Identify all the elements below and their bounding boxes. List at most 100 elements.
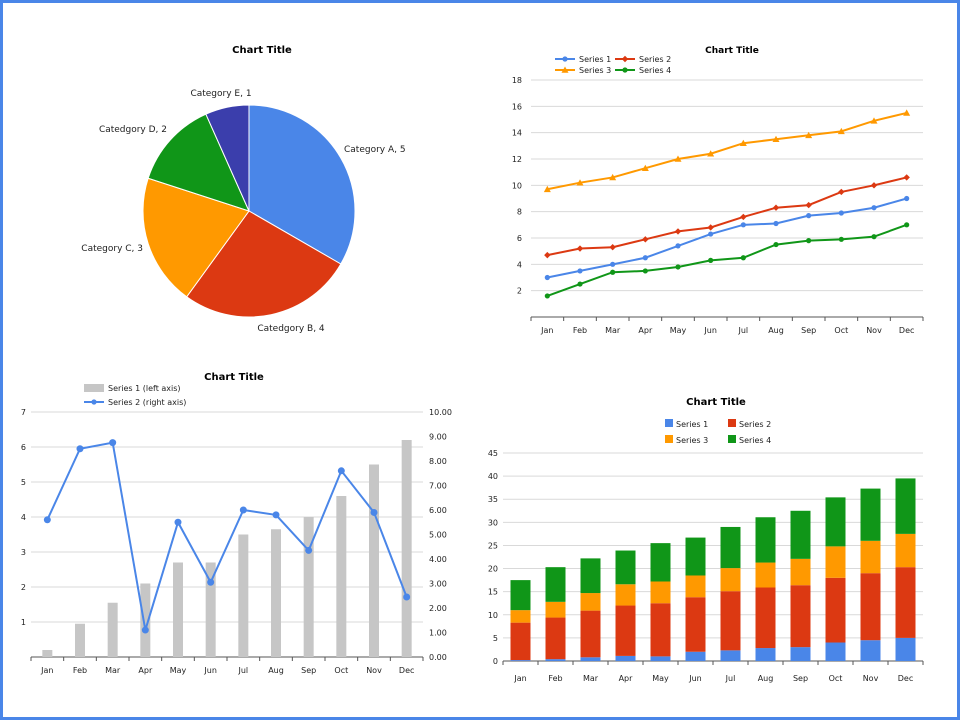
stacked-bar-series-4 (720, 526, 741, 569)
y-tick-label: 18 (512, 76, 522, 85)
series-2-point (707, 224, 714, 231)
stacked-bar-series-4 (895, 478, 916, 534)
series-4-point (675, 264, 681, 270)
series-3-point (772, 135, 780, 143)
series-line-4 (546, 223, 908, 297)
x-tick-label: May (670, 326, 687, 335)
stacked-bar-series-3 (545, 601, 566, 618)
legend-marker (622, 67, 628, 73)
y-tick-label: 30 (488, 518, 498, 527)
series-4-point (642, 268, 648, 274)
stacked-bar-series-1 (755, 648, 776, 661)
series-3-point (903, 109, 911, 116)
series-2-point (870, 182, 878, 189)
series-4-point (904, 222, 910, 228)
x-tick-label: Jul (238, 666, 249, 675)
series-2-point (43, 516, 51, 524)
x-tick-label: Aug (758, 674, 774, 683)
series-4-point (838, 236, 844, 242)
x-tick-label: Feb (73, 666, 87, 675)
series-3-point (576, 179, 584, 186)
series-3-point (739, 139, 747, 146)
pie-slice-5 (205, 104, 250, 212)
stacked-bar-series-2 (790, 585, 811, 648)
x-tick-label: Mar (605, 326, 621, 335)
x-tick-label: Apr (138, 666, 153, 675)
stacked-bar-series-2 (860, 573, 881, 641)
y-tick-label: 5 (493, 634, 498, 643)
y-tick-label: 8 (517, 208, 522, 217)
x-tick-label: Jan (40, 666, 53, 675)
stacked-bar-series-4 (790, 510, 811, 559)
stacked-bar-series-3 (650, 581, 671, 604)
stacked-bar-series-2 (825, 577, 846, 643)
pie-slice-label: Category A, 5 (344, 145, 406, 155)
stacked-bar-series-2 (510, 622, 531, 661)
series-3-point (543, 185, 551, 193)
x-tick-label: Feb (573, 326, 587, 335)
y-left-tick-label: 7 (21, 408, 26, 417)
stacked-bar-series-4 (615, 550, 636, 585)
bar (238, 534, 249, 657)
legend-swatch (728, 419, 736, 427)
stacked-bar-series-2 (755, 587, 776, 649)
bar (401, 440, 412, 657)
chart-title: Chart Title (705, 46, 759, 56)
y-left-tick-label: 2 (21, 583, 26, 592)
stacked-bar-series-1 (510, 660, 531, 661)
y-tick-label: 25 (488, 541, 498, 550)
stacked-bar-series-1 (720, 650, 741, 661)
legend-label: Series 4 (639, 66, 671, 75)
legend-label: Series 2 (639, 55, 671, 64)
series-1-point (708, 231, 714, 237)
bar (42, 650, 53, 657)
legend-label: Series 1 (579, 55, 611, 64)
pie-slice-label: Category C, 3 (81, 244, 143, 254)
stacked-bar-series-3 (720, 568, 741, 592)
stacked-bar-series-4 (755, 517, 776, 563)
legend-label: Series 3 (579, 66, 611, 75)
series-2-point (239, 506, 247, 514)
legend-label: Series 1 (676, 420, 708, 429)
x-tick-label: Sep (801, 326, 816, 335)
pie-slice-2 (185, 210, 342, 318)
x-tick-label: Jun (703, 326, 717, 335)
legend-marker (91, 399, 97, 405)
series-2-point (403, 593, 411, 601)
series-line-3 (547, 111, 907, 191)
series-4-point (806, 238, 812, 244)
pie-slice-1 (248, 104, 356, 265)
series-1-point (675, 243, 681, 249)
x-tick-label: Sep (301, 666, 316, 675)
stacked-bar-series-4 (510, 580, 531, 611)
y-right-tick-label: 6.00 (429, 506, 447, 515)
series-2-point (544, 251, 551, 259)
series-4-point (544, 293, 550, 299)
stacked-bar-series-2 (895, 567, 916, 638)
legend-label: Series 3 (676, 436, 708, 445)
series-2-point (838, 188, 845, 196)
stacked-bar-series-2 (545, 617, 566, 660)
legend-label: Series 4 (739, 436, 771, 445)
stacked-bar-chart: Chart Title 0 5 10 15 20 25 30 35 40 45 Jan Feb Mar Ap… (488, 397, 924, 683)
x-tick-label: Jul (738, 326, 749, 335)
stacked-bar-series-3 (755, 562, 776, 588)
legend-label: Series 2 (739, 420, 771, 429)
x-tick-label: May (652, 674, 669, 683)
x-tick-label: Mar (105, 666, 121, 675)
stacked-bar-series-3 (790, 558, 811, 586)
x-tick-label: Aug (768, 326, 784, 335)
y-right-tick-label: 1.00 (429, 629, 447, 638)
series-3-point (805, 131, 813, 139)
y-tick-label: 6 (517, 234, 522, 243)
series-2-point (174, 518, 182, 526)
stacked-bar-series-1 (685, 651, 706, 661)
pie-chart: Chart Title Category A, 5 Catedgory B, 4 Ca… (81, 45, 406, 334)
stacked-bar-series-3 (860, 540, 881, 574)
bar (369, 464, 379, 657)
series-2-point (370, 508, 378, 516)
x-tick-label: Nov (863, 674, 879, 683)
series-4-point (871, 234, 877, 240)
y-tick-label: 14 (512, 129, 522, 138)
series-1-point (740, 222, 746, 228)
